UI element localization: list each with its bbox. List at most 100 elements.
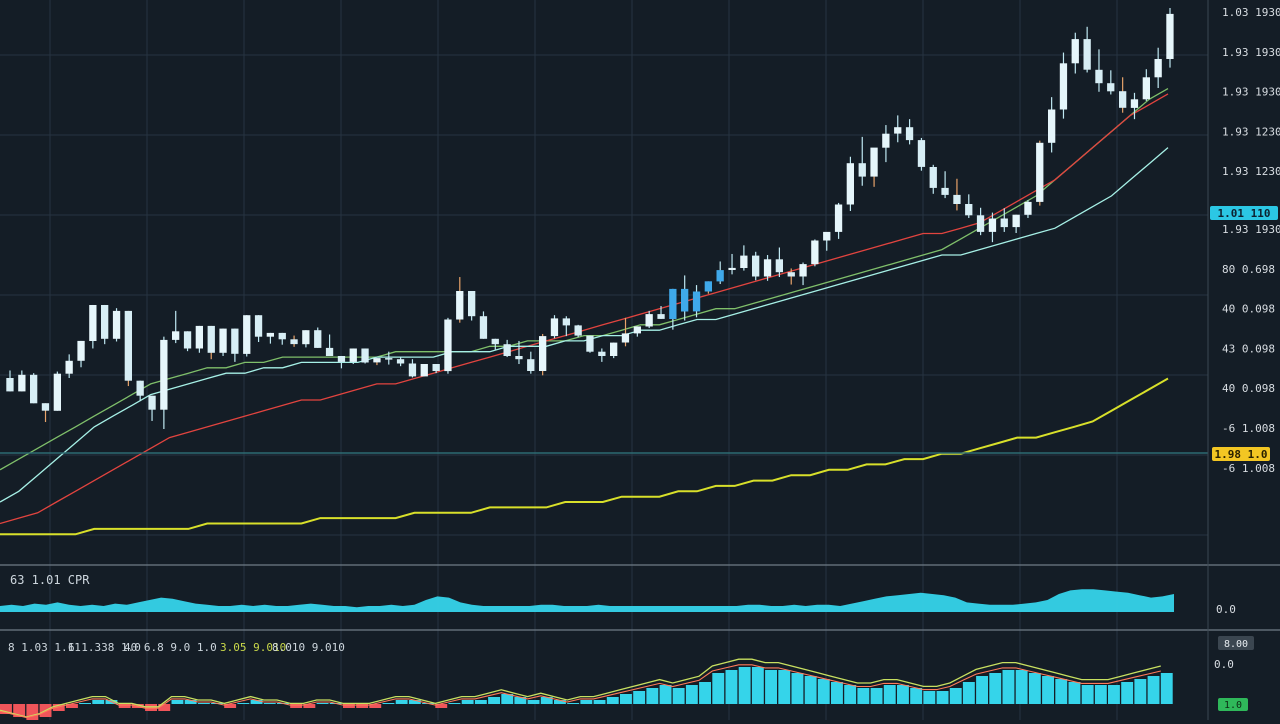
macd-histogram-bar: [831, 682, 843, 704]
macd-histogram-bar: [79, 703, 91, 704]
macd-histogram-bar: [514, 697, 527, 704]
candle-body: [657, 314, 665, 319]
macd-histogram-bar: [817, 679, 830, 704]
price-axis-tick: 40 0.098: [1222, 382, 1275, 395]
candle-body: [953, 194, 961, 204]
candle-body: [349, 348, 357, 362]
macd-axis-top: 8.00: [1224, 639, 1248, 650]
candle-body: [361, 348, 369, 363]
macd-histogram-bar: [158, 704, 171, 711]
macd-histogram-bar: [593, 700, 606, 704]
candle-body: [775, 259, 783, 273]
level-price-tag-text: 1.98 1.0: [1215, 448, 1268, 461]
candle-body: [1024, 201, 1032, 215]
candle-body: [1071, 39, 1079, 64]
macd-histogram-bar: [474, 700, 487, 704]
candle-body: [18, 374, 26, 392]
candle-body: [681, 288, 689, 312]
macd-histogram-bar: [1055, 679, 1068, 704]
macd-histogram-bar: [633, 691, 646, 704]
macd-histogram-bar: [765, 670, 777, 704]
candle-body: [823, 231, 831, 241]
macd-histogram-bar: [1160, 673, 1173, 704]
candle-body: [148, 395, 156, 410]
volume-area: [0, 589, 1174, 612]
moving-average-green: [0, 88, 1169, 471]
price-axis-tick: 1.03 1930: [1222, 6, 1280, 19]
macd-histogram-bar: [870, 688, 883, 704]
macd-histogram-bar: [171, 700, 184, 704]
macd-histogram-bar: [0, 704, 12, 714]
candle-body: [976, 215, 985, 232]
candle-body: [834, 204, 843, 232]
candle-body: [539, 336, 547, 371]
candle-body: [1107, 83, 1115, 92]
candle-body: [799, 264, 807, 277]
candle-body: [77, 340, 85, 361]
macd-histogram-bar: [685, 685, 698, 704]
candle-body: [172, 331, 180, 340]
candle-body: [645, 314, 653, 327]
candle-body: [325, 347, 334, 356]
candle-body: [396, 359, 405, 364]
macd-label-3: 40 6.8 9.0 1.0: [124, 641, 217, 654]
macd-histogram-bar: [1147, 676, 1160, 704]
macd-histogram-bar: [857, 688, 870, 704]
candle-body: [408, 363, 417, 377]
candle-body: [1000, 218, 1008, 228]
price-axis-tick: -6 1.008: [1222, 422, 1275, 435]
macd-histogram-bar: [1094, 685, 1107, 704]
macd-histogram-bar: [527, 700, 540, 704]
candle-body: [763, 259, 772, 277]
macd-histogram-bar: [989, 673, 1002, 704]
candle-body: [1166, 13, 1174, 59]
candle-body: [1130, 99, 1139, 108]
candle-body: [136, 380, 144, 396]
candle-body: [195, 325, 203, 349]
macd-histogram-bar: [343, 704, 355, 708]
candle-body: [491, 338, 499, 345]
macd-histogram-bar: [184, 700, 197, 704]
price-axis-tick: 1.93 1230: [1222, 125, 1280, 138]
macd-histogram-bar: [52, 704, 65, 711]
macd-histogram-bar: [501, 694, 514, 704]
price-axis-tick: 40 0.098: [1222, 303, 1275, 316]
macd-histogram-bar: [197, 703, 210, 704]
candle-body: [752, 255, 760, 277]
candle-body: [740, 255, 748, 268]
candle-body: [160, 339, 168, 410]
candle-body: [941, 187, 949, 195]
macd-histogram-bar: [725, 670, 738, 704]
candle-body: [503, 344, 511, 356]
macd-histogram-bar: [646, 688, 659, 704]
macd-histogram-bar: [448, 703, 461, 704]
candle-body: [444, 319, 452, 372]
candle-body: [41, 403, 50, 411]
macd-histogram-bar: [488, 697, 500, 704]
candle-body: [302, 330, 310, 345]
macd-panel-label: 8 1.03 1.11 6 1.338 1.0 40 6.8 9.0 1.0 3…: [8, 641, 345, 654]
candle-body: [479, 316, 488, 339]
current-price-tag: 1.01 110: [1210, 206, 1278, 220]
current-price-tag-box: [1210, 206, 1278, 220]
macd-axis-bottom-box: [1218, 698, 1248, 711]
macd-histogram-bar: [92, 700, 105, 704]
candle-body: [610, 342, 618, 356]
candle-body: [243, 315, 251, 354]
candle-body: [124, 310, 132, 381]
macd-histogram-bar: [316, 703, 329, 704]
macd-histogram-bar: [910, 688, 923, 704]
macd-histogram-bar: [923, 691, 936, 704]
macd-histogram-bar: [408, 700, 421, 704]
current-price-tag-text: 1.01 110: [1218, 207, 1271, 220]
candle-body: [669, 288, 677, 319]
candle-body: [929, 167, 937, 188]
candle-body: [1036, 142, 1044, 202]
macd-histogram-bar: [672, 688, 685, 704]
candle-body: [1119, 91, 1127, 108]
moving-average-cyan: [0, 147, 1169, 503]
macd-histogram-bar: [1028, 673, 1041, 704]
candle-body: [254, 315, 263, 337]
macd-histogram-bar: [738, 667, 751, 704]
